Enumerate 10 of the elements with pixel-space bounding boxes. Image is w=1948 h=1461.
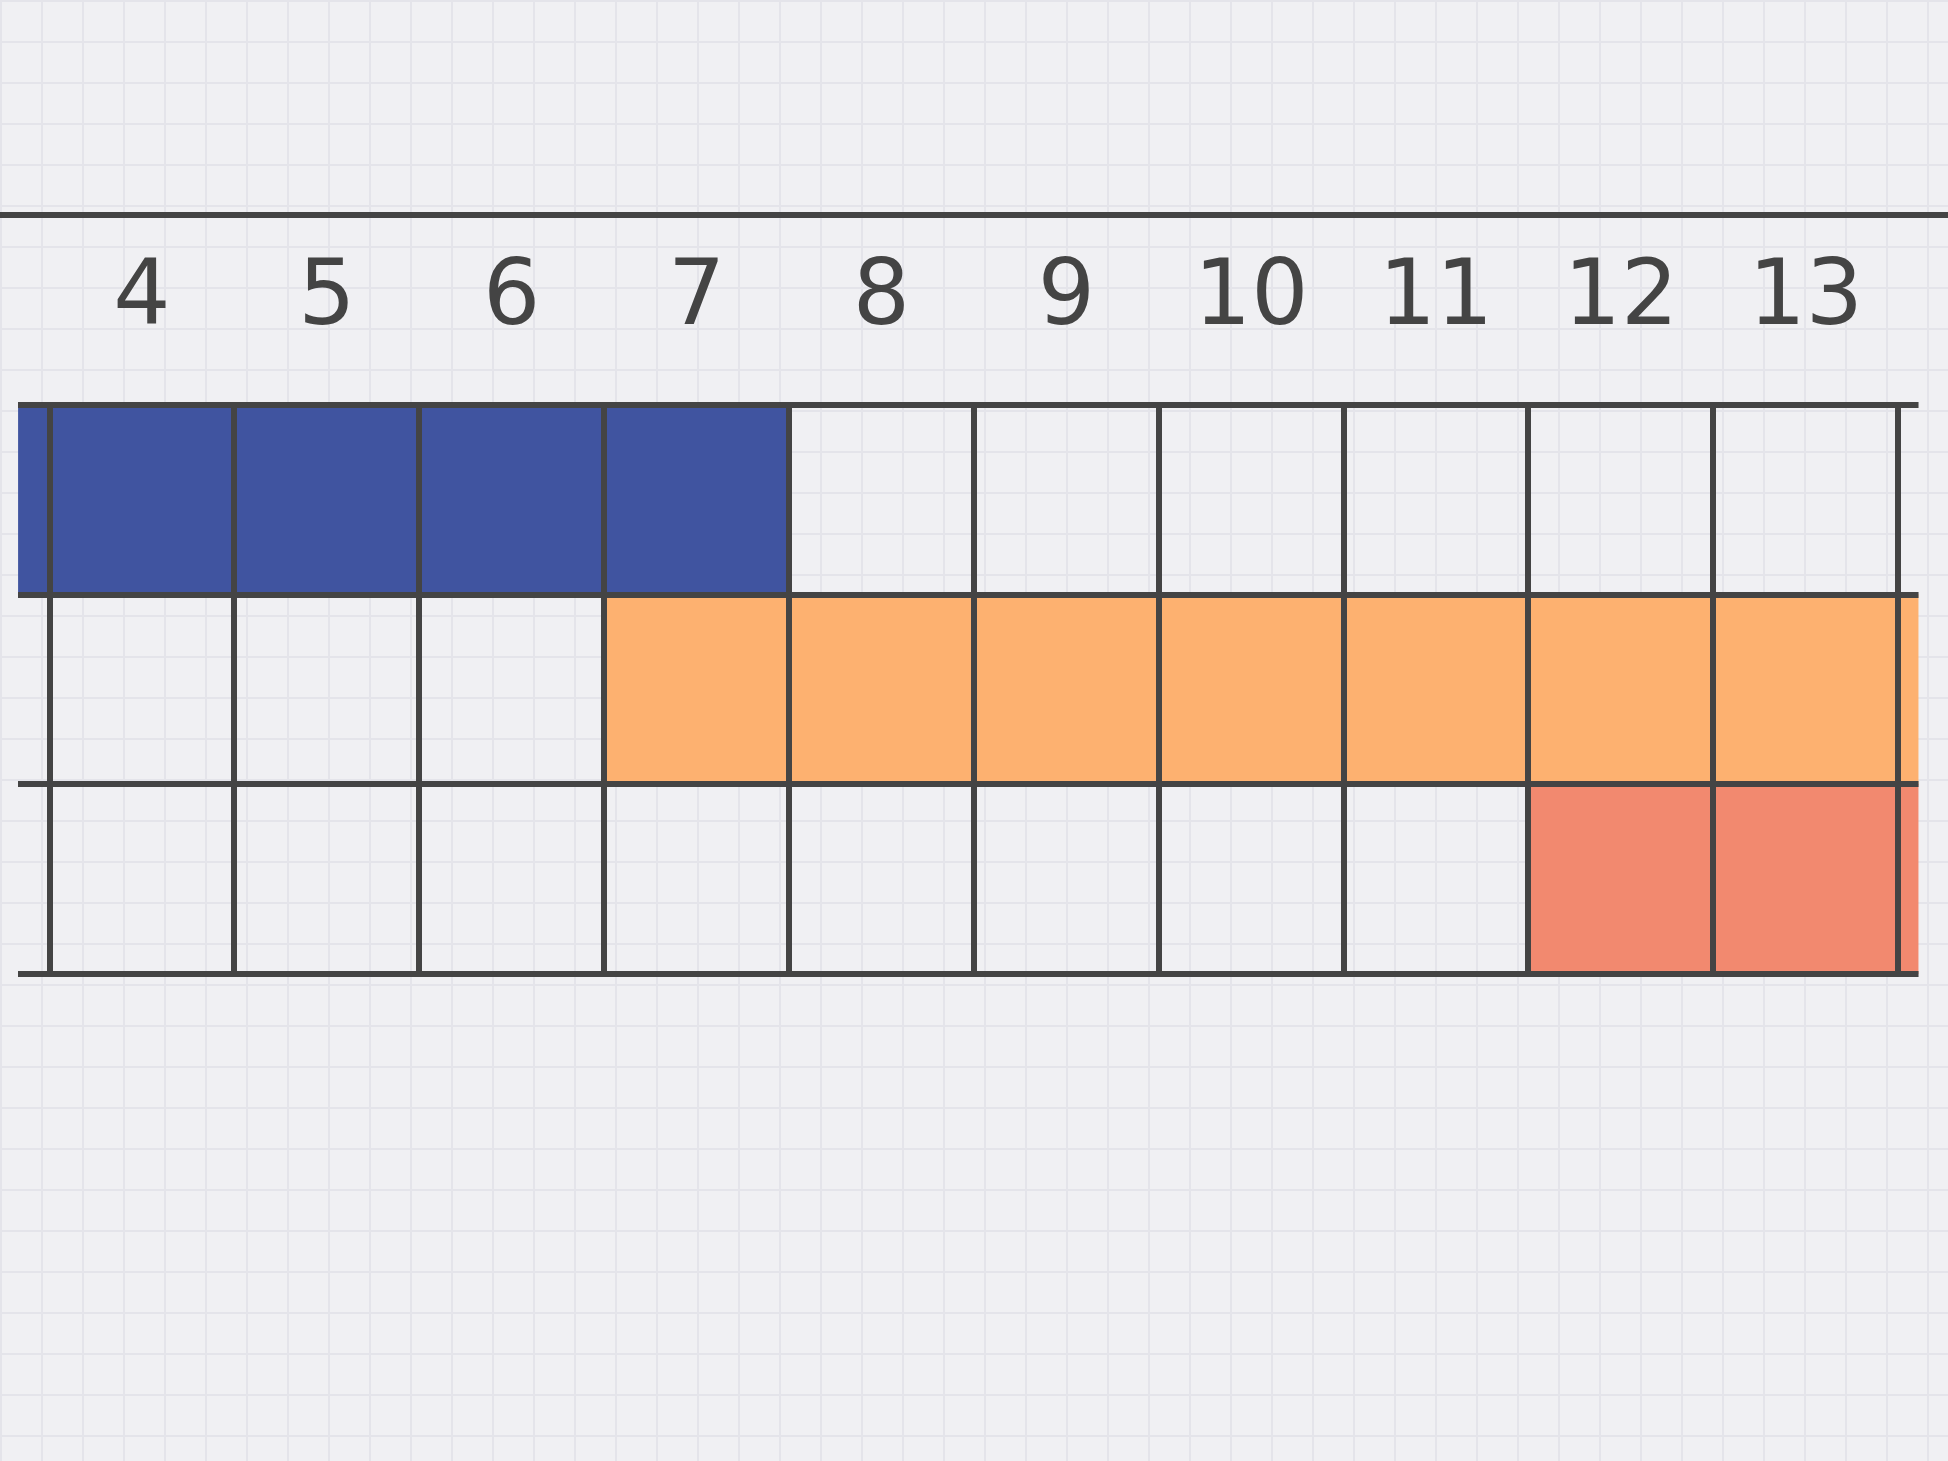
x-tick-label: 5 bbox=[298, 240, 356, 346]
x-tick-label: 8 bbox=[852, 240, 911, 346]
x-tick-label: 10 bbox=[1193, 240, 1309, 346]
x-tick-label: 9 bbox=[1037, 240, 1095, 346]
x-tick-label: 13 bbox=[1748, 240, 1864, 346]
x-tick-label: 12 bbox=[1563, 240, 1679, 346]
x-tick-label: 11 bbox=[1378, 240, 1494, 346]
x-tick-label: 7 bbox=[667, 240, 726, 346]
x-tick-label: 4 bbox=[113, 240, 171, 346]
x-tick-label: 6 bbox=[483, 240, 541, 346]
